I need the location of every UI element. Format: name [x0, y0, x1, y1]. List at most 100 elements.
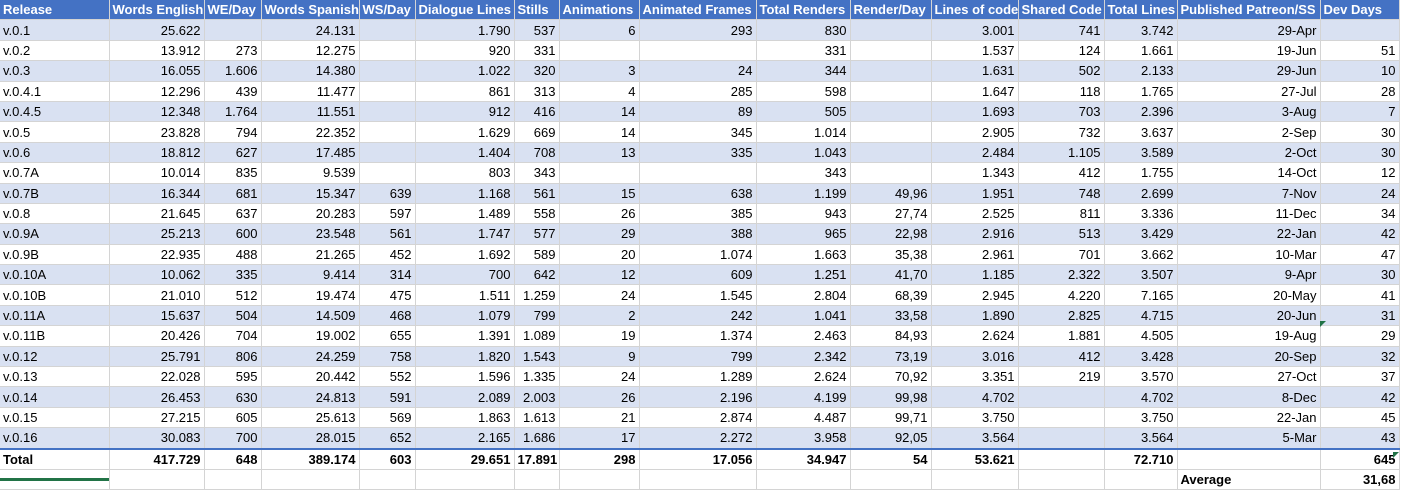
cell-shared-code[interactable]: 732 — [1018, 121, 1105, 143]
cell-words-spanish[interactable]: 20.442 — [261, 366, 360, 388]
cell-shared-code[interactable]: 1.105 — [1018, 142, 1105, 164]
cell-lines-of-code[interactable]: 1.951 — [931, 183, 1019, 204]
cell-release[interactable]: v.0.10A — [0, 264, 110, 286]
cell-we-day[interactable]: 600 — [204, 223, 262, 245]
cell-render-day[interactable]: 68,39 — [850, 284, 932, 306]
cell-published-date[interactable]: 22-Jan — [1177, 223, 1321, 245]
cell-dev-days[interactable]: 37 — [1320, 366, 1400, 388]
cell-render-day[interactable] — [850, 19, 932, 41]
cell-animations[interactable] — [559, 162, 640, 184]
cell-ws-day[interactable]: 639 — [359, 183, 416, 204]
cell-ws-day[interactable]: 652 — [359, 427, 416, 450]
cell-dialogue-lines[interactable]: 912 — [415, 101, 515, 123]
cell-animations[interactable]: 24 — [559, 284, 640, 306]
cell-render-day[interactable] — [850, 60, 932, 82]
cell-render-day[interactable]: 99,71 — [850, 407, 932, 429]
cell-release[interactable]: v.0.5 — [0, 121, 110, 143]
cell-ws-day[interactable] — [359, 162, 416, 184]
cell-release[interactable]: v.0.13 — [0, 366, 110, 388]
cell-ws-day[interactable]: 591 — [359, 386, 416, 408]
cell-words-spanish[interactable]: 12.275 — [261, 40, 360, 62]
cell-we-day[interactable]: 681 — [204, 183, 262, 204]
cell-render-day[interactable]: 73,19 — [850, 346, 932, 368]
cell-stills[interactable]: 313 — [514, 81, 560, 102]
cell-words-english[interactable]: 15.637 — [109, 305, 205, 327]
cell-ws-day[interactable] — [359, 81, 416, 102]
cell-shared-code[interactable]: 118 — [1018, 81, 1105, 102]
cell-published-date[interactable]: 29-Jun — [1177, 60, 1321, 82]
empty-cell[interactable] — [261, 469, 360, 490]
cell-render-day[interactable] — [850, 101, 932, 123]
cell-total-lines[interactable]: 3.742 — [1104, 19, 1178, 41]
cell-lines-of-code[interactable]: 1.890 — [931, 305, 1019, 327]
total-cell-animations[interactable]: 298 — [559, 447, 640, 470]
cell-animations[interactable]: 12 — [559, 264, 640, 286]
cell-dev-days[interactable]: 24 — [1320, 183, 1400, 204]
cell-lines-of-code[interactable]: 1.647 — [931, 81, 1019, 102]
cell-we-day[interactable]: 794 — [204, 121, 262, 143]
cell-release[interactable]: v.0.12 — [0, 346, 110, 368]
cell-we-day[interactable]: 439 — [204, 81, 262, 102]
cell-animations[interactable]: 20 — [559, 244, 640, 266]
cell-shared-code[interactable]: 412 — [1018, 346, 1105, 368]
cell-dialogue-lines[interactable]: 1.863 — [415, 407, 515, 429]
cell-total-lines[interactable]: 3.750 — [1104, 407, 1178, 429]
cell-published-date[interactable]: 5-Mar — [1177, 427, 1321, 450]
cell-animated-frames[interactable]: 2.196 — [639, 386, 757, 408]
cell-published-date[interactable]: 8-Dec — [1177, 386, 1321, 408]
empty-cell[interactable] — [109, 469, 205, 490]
cell-total-renders[interactable]: 2.463 — [756, 325, 851, 347]
cell-dialogue-lines[interactable]: 1.391 — [415, 325, 515, 347]
cell-published-date[interactable]: 2-Sep — [1177, 121, 1321, 143]
cell-words-english[interactable]: 18.812 — [109, 142, 205, 164]
cell-published-date[interactable]: 22-Jan — [1177, 407, 1321, 429]
cell-dev-days[interactable]: 30 — [1320, 264, 1400, 286]
cell-dialogue-lines[interactable]: 920 — [415, 40, 515, 62]
cell-lines-of-code[interactable]: 2.905 — [931, 121, 1019, 143]
cell-total-lines[interactable]: 2.133 — [1104, 60, 1178, 82]
cell-total-renders[interactable]: 344 — [756, 60, 851, 82]
cell-shared-code[interactable]: 502 — [1018, 60, 1105, 82]
cell-dev-days[interactable]: 51 — [1320, 40, 1400, 62]
cell-render-day[interactable]: 41,70 — [850, 264, 932, 286]
cell-ws-day[interactable] — [359, 60, 416, 82]
cell-total-renders[interactable]: 965 — [756, 223, 851, 245]
cell-words-spanish[interactable]: 24.259 — [261, 346, 360, 368]
cell-dev-days[interactable]: 31 — [1320, 305, 1400, 327]
cell-animations[interactable]: 15 — [559, 183, 640, 204]
cell-published-date[interactable]: 3-Aug — [1177, 101, 1321, 123]
cell-words-english[interactable]: 12.296 — [109, 81, 205, 102]
empty-cell[interactable] — [1104, 469, 1178, 490]
cell-we-day[interactable]: 1.764 — [204, 101, 262, 123]
cell-total-lines[interactable]: 3.429 — [1104, 223, 1178, 245]
cell-stills[interactable]: 1.259 — [514, 284, 560, 306]
column-header-render-day[interactable]: Render/Day — [850, 0, 932, 21]
cell-animations[interactable]: 3 — [559, 60, 640, 82]
cell-shared-code[interactable]: 811 — [1018, 203, 1105, 225]
cell-stills[interactable]: 537 — [514, 19, 560, 41]
cell-words-spanish[interactable]: 9.414 — [261, 264, 360, 286]
cell-words-english[interactable]: 21.010 — [109, 284, 205, 306]
cell-total-lines[interactable]: 3.564 — [1104, 427, 1178, 450]
cell-total-renders[interactable]: 4.487 — [756, 407, 851, 429]
cell-words-english[interactable]: 26.453 — [109, 386, 205, 408]
cell-shared-code[interactable]: 2.322 — [1018, 264, 1105, 286]
cell-dev-days[interactable]: 30 — [1320, 142, 1400, 164]
cell-dialogue-lines[interactable]: 700 — [415, 264, 515, 286]
cell-dialogue-lines[interactable]: 1.079 — [415, 305, 515, 327]
total-cell-release[interactable]: Total — [0, 447, 110, 470]
cell-words-english[interactable]: 10.062 — [109, 264, 205, 286]
cell-published-date[interactable]: 7-Nov — [1177, 183, 1321, 204]
cell-stills[interactable]: 1.089 — [514, 325, 560, 347]
cell-ws-day[interactable]: 314 — [359, 264, 416, 286]
cell-animated-frames[interactable]: 609 — [639, 264, 757, 286]
cell-lines-of-code[interactable]: 1.343 — [931, 162, 1019, 184]
total-cell-published-date[interactable] — [1177, 447, 1321, 470]
cell-animated-frames[interactable]: 2.874 — [639, 407, 757, 429]
cell-animations[interactable]: 26 — [559, 386, 640, 408]
cell-release[interactable]: v.0.7B — [0, 183, 110, 204]
cell-animations[interactable]: 14 — [559, 121, 640, 143]
cell-total-lines[interactable]: 3.428 — [1104, 346, 1178, 368]
cell-animated-frames[interactable]: 385 — [639, 203, 757, 225]
empty-cell[interactable] — [359, 469, 416, 490]
